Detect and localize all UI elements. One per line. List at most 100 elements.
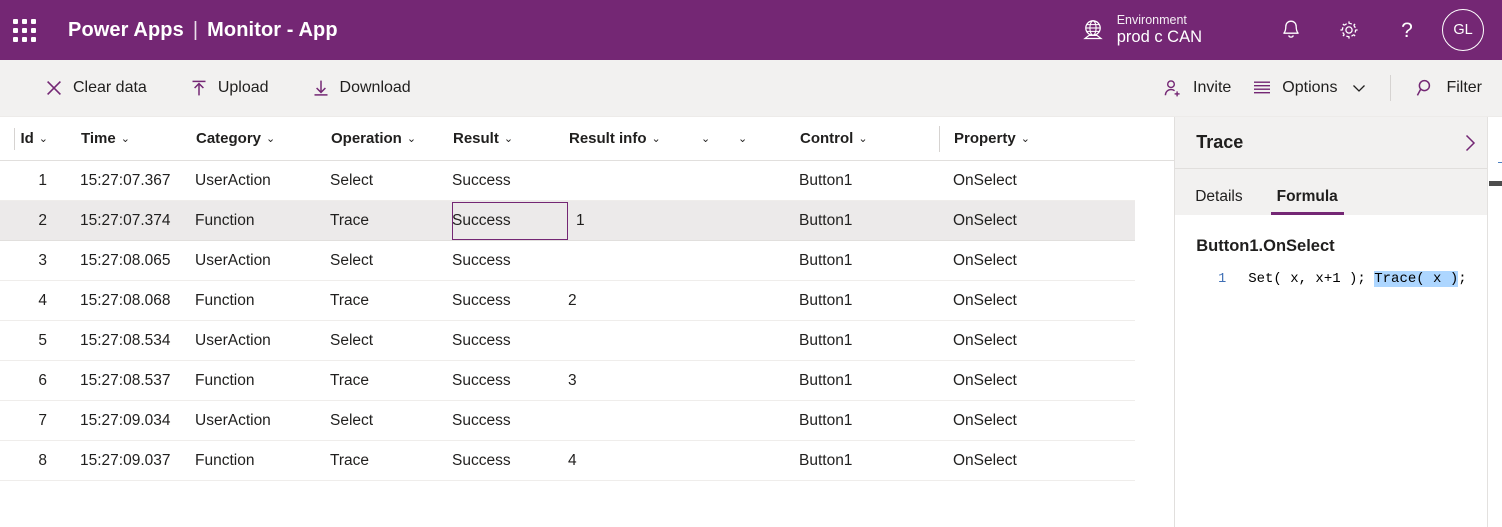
cell-control: Button1	[799, 371, 853, 389]
add-person-icon	[1164, 80, 1180, 97]
invite-button[interactable]: Invite	[1152, 69, 1241, 107]
options-button[interactable]: Options	[1241, 69, 1376, 107]
cell-control: Button1	[799, 251, 853, 269]
column-header-operation[interactable]: Operation ⌄	[331, 117, 453, 161]
bell-icon	[1283, 20, 1299, 38]
cell-property: OnSelect	[953, 171, 1017, 189]
cell-id: 1	[38, 171, 47, 189]
formula-code-line[interactable]: 1 Set( x, x+1 ); Trace( x );	[1196, 271, 1502, 287]
cell-category: Function	[195, 451, 255, 469]
cell-category: UserAction	[195, 171, 271, 189]
chevron-down-icon: ⌄	[38, 133, 48, 145]
upload-arrow-icon	[192, 80, 206, 96]
column-header-operation-label: Operation	[331, 130, 402, 147]
upload-button[interactable]: Upload	[179, 69, 279, 107]
panel-body: Button1.OnSelect 1 Set( x, x+1 ); Trace(…	[1175, 215, 1502, 527]
svg-text:?: ?	[1401, 19, 1413, 42]
cell-result-info: 2	[568, 291, 577, 309]
column-header-result-info[interactable]: Result info ⌄	[569, 117, 701, 161]
column-header-id[interactable]: Id ⌄	[15, 117, 60, 161]
table-row[interactable]: 7 15:27:09.034 UserAction Select Success…	[0, 401, 1135, 441]
column-header-time-label: Time	[81, 130, 116, 147]
column-header-category[interactable]: Category ⌄	[196, 117, 331, 161]
cell-id: 6	[38, 371, 47, 389]
column-header-control-label: Control	[800, 130, 854, 147]
cell-category: UserAction	[195, 411, 271, 429]
column-header-id-label: Id	[20, 130, 34, 147]
header-leading-divider	[14, 127, 15, 150]
tab-details-label: Details	[1195, 188, 1243, 205]
download-button[interactable]: Download	[301, 69, 421, 107]
table-row[interactable]: 3 15:27:08.065 UserAction Select Success…	[0, 241, 1135, 281]
app-header-bar: Power Apps | Monitor - App Environment p…	[0, 0, 1502, 60]
table-row[interactable]: 8 15:27:09.037 Function Trace Success 4 …	[0, 441, 1135, 481]
tab-formula[interactable]: Formula	[1270, 188, 1344, 215]
cell-category: UserAction	[195, 251, 271, 269]
globe-environment-icon	[1082, 20, 1103, 40]
cell-time: 15:27:09.034	[80, 411, 171, 429]
cell-result: Success	[452, 451, 511, 469]
table-row[interactable]: 6 15:27:08.537 Function Trace Success 3 …	[0, 361, 1135, 401]
download-arrow-icon	[314, 80, 328, 96]
table-row[interactable]: 5 15:27:08.534 UserAction Select Success…	[0, 321, 1135, 361]
search-icon	[1417, 79, 1431, 96]
cell-category: Function	[195, 291, 255, 309]
cell-control: Button1	[799, 171, 853, 189]
column-header-category-label: Category	[196, 130, 262, 147]
filter-button[interactable]: Filter	[1405, 69, 1492, 107]
settings-button[interactable]	[1320, 0, 1378, 60]
cell-control: Button1	[799, 411, 853, 429]
column-header-extra-1[interactable]: ⌄	[701, 117, 738, 161]
column-header-result[interactable]: Result ⌄	[453, 117, 569, 161]
formula-context-title: Button1.OnSelect	[1196, 237, 1335, 255]
trace-details-panel: Trace Details Formula Button1.OnSelect 1…	[1174, 117, 1502, 527]
panel-expand-button[interactable]	[1454, 126, 1486, 160]
cell-control: Button1	[799, 451, 853, 469]
cell-operation: Trace	[330, 291, 370, 309]
table-row[interactable]: 2 15:27:07.374 Function Trace Success 1 …	[0, 201, 1135, 241]
focused-cell-outline: Success	[452, 201, 568, 240]
cell-result-focused[interactable]: Success	[452, 201, 568, 240]
cell-control: Button1	[799, 291, 853, 309]
cell-time: 15:27:07.374	[80, 211, 171, 229]
clear-data-button[interactable]: Clear data	[34, 69, 157, 107]
cell-result: Success	[452, 291, 511, 309]
app-launcher-button[interactable]	[0, 0, 48, 60]
table-row[interactable]: 4 15:27:08.068 Function Trace Success 2 …	[0, 281, 1135, 321]
column-header-property[interactable]: Property ⌄	[954, 117, 1104, 161]
cell-result-info: 3	[568, 371, 577, 389]
panel-header: Trace	[1175, 117, 1502, 169]
chevron-down-icon: ⌄	[503, 133, 514, 145]
cell-result: Success	[452, 371, 511, 389]
notifications-button[interactable]	[1262, 0, 1320, 60]
cell-time: 15:27:07.367	[80, 171, 171, 189]
cell-property: OnSelect	[953, 211, 1017, 229]
filter-label: Filter	[1446, 79, 1482, 96]
chevron-down-icon: ⌄	[651, 133, 661, 145]
main-content: Id ⌄ Time ⌄ Category ⌄ Operation ⌄ Resul…	[0, 117, 1502, 527]
download-label: Download	[339, 79, 411, 96]
monitor-events-table: Id ⌄ Time ⌄ Category ⌄ Operation ⌄ Resul…	[0, 117, 1175, 527]
column-header-control[interactable]: Control ⌄	[800, 117, 939, 161]
user-avatar[interactable]: GL	[1442, 9, 1484, 51]
help-button[interactable]: ?	[1378, 0, 1436, 60]
scrollbar-thumb[interactable]	[1489, 181, 1502, 186]
environment-picker[interactable]: Environment prod c CAN	[1080, 13, 1202, 47]
gear-icon	[1340, 21, 1358, 39]
column-header-extra-2[interactable]: ⌄	[738, 117, 800, 161]
clear-data-label: Clear data	[73, 79, 147, 96]
cell-category: Function	[195, 371, 255, 389]
cell-operation: Select	[330, 411, 374, 429]
toolbar-right-group: Invite Options	[1152, 60, 1502, 116]
formula-code-after: ;	[1458, 271, 1467, 287]
brand-separator: |	[192, 18, 199, 41]
cell-id: 8	[38, 451, 47, 469]
cell-operation: Trace	[330, 371, 370, 389]
tab-details[interactable]: Details	[1189, 188, 1248, 215]
column-header-time[interactable]: Time ⌄	[60, 117, 196, 161]
panel-tab-list: Details Formula	[1175, 169, 1502, 215]
toolbar-divider	[1390, 75, 1392, 101]
column-header-property-label: Property	[954, 130, 1016, 147]
panel-vertical-scrollbar[interactable]	[1487, 117, 1502, 527]
table-row[interactable]: 1 15:27:07.367 UserAction Select Success…	[0, 161, 1135, 201]
